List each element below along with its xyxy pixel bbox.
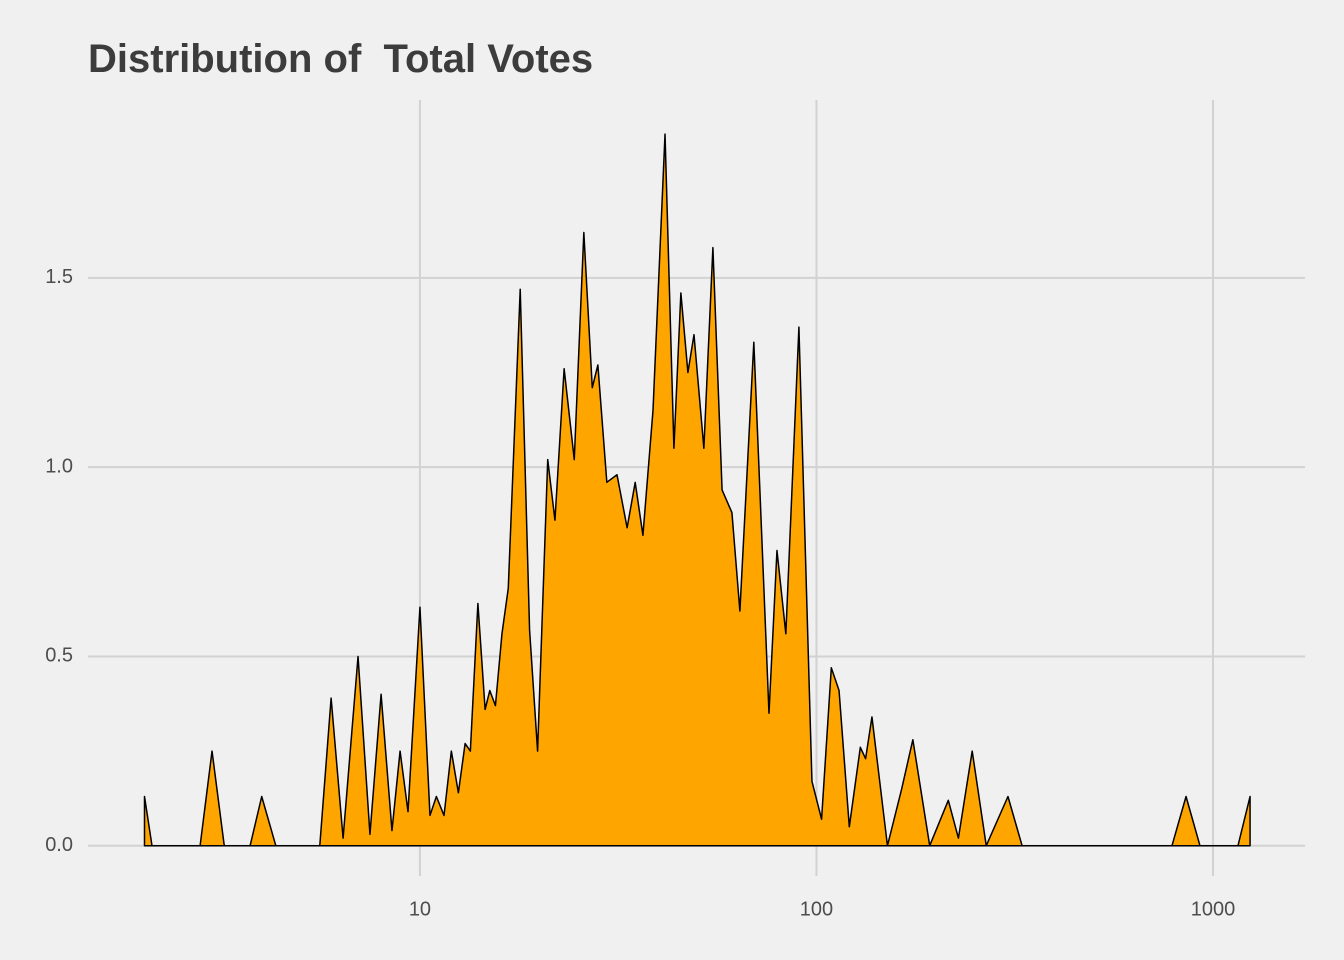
- density-area: [143, 133, 1251, 847]
- x-tick-label: 10: [409, 898, 431, 920]
- chart-title: Distribution of Total Votes: [88, 37, 593, 81]
- y-tick-label: 1.0: [45, 455, 73, 477]
- y-tick-label: 0.5: [45, 645, 73, 667]
- y-tick-label: 1.5: [45, 266, 73, 288]
- x-tick-label: 1000: [1191, 898, 1236, 920]
- x-tick-label: 100: [800, 898, 833, 920]
- y-tick-label: 0.0: [45, 834, 73, 856]
